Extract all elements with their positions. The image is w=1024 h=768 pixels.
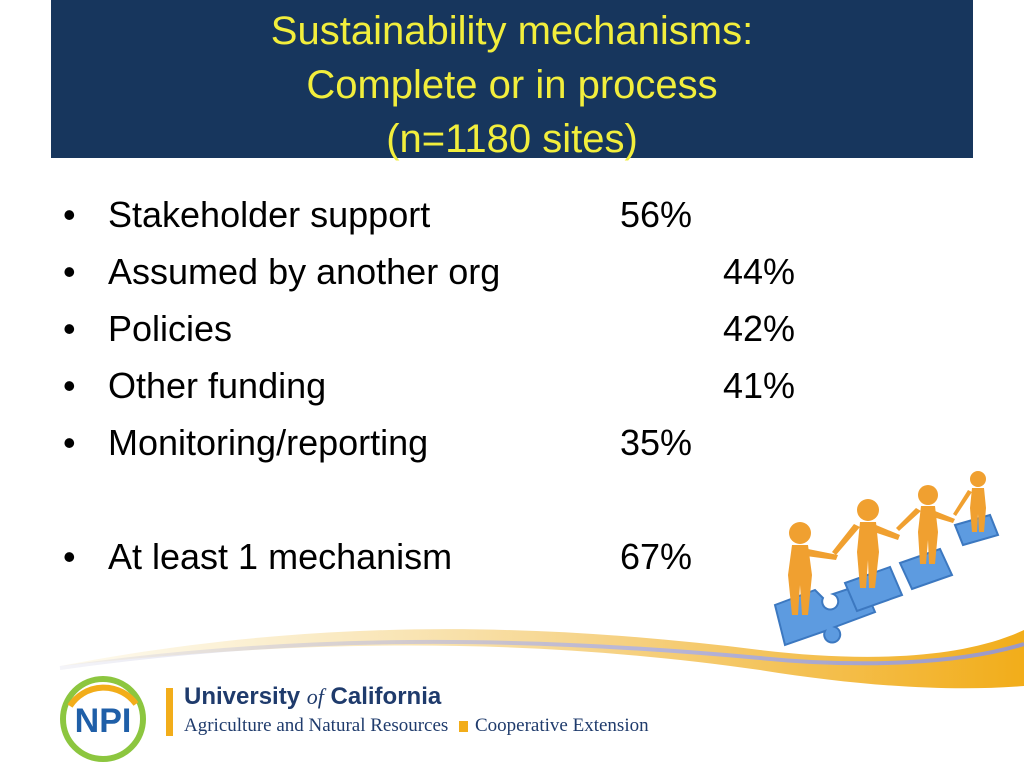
coop-ext-text: Cooperative Extension xyxy=(475,715,649,736)
people-puzzle-illustration xyxy=(773,471,1000,647)
uc-subtitle: Agriculture and Natural Resources xyxy=(184,715,449,736)
bullet-icon: • xyxy=(63,365,76,406)
uc-name-part2: California xyxy=(330,683,442,710)
item-label: Other funding xyxy=(108,365,327,406)
uc-name-of: of xyxy=(306,684,324,709)
item-label: Policies xyxy=(108,308,233,349)
title-banner: Sustainability mechanisms: Complete or i… xyxy=(51,0,973,161)
item-label: Stakeholder support xyxy=(108,194,431,235)
bullet-icon: • xyxy=(63,536,76,577)
logo-text: NPI xyxy=(75,702,132,740)
uc-name: University of California xyxy=(184,683,441,711)
title-line-2: Complete or in process xyxy=(306,63,718,107)
title-line-1: Sustainability mechanisms: xyxy=(270,9,754,53)
item-label: Monitoring/reporting xyxy=(108,422,429,463)
item-value: 42% xyxy=(723,308,796,349)
item-value: 41% xyxy=(723,365,796,406)
item-value: 56% xyxy=(620,194,693,235)
list-item: • Other funding 41% xyxy=(0,361,1024,411)
list-item: • Policies 42% xyxy=(0,304,1024,354)
list-item: • Stakeholder support 56% xyxy=(0,190,1024,240)
bullet-list: • Stakeholder support 56% • Assumed by a… xyxy=(0,190,1024,582)
coop-ext-marker xyxy=(459,721,468,732)
uc-accent-bar xyxy=(166,688,173,736)
decorative-swoosh xyxy=(59,629,1024,689)
bullet-icon: • xyxy=(63,422,76,463)
item-value: 35% xyxy=(620,422,693,463)
list-item: • At least 1 mechanism 67% xyxy=(0,532,1024,582)
list-item: • Monitoring/reporting 35% xyxy=(0,418,1024,468)
item-value: 67% xyxy=(620,536,693,577)
item-label: At least 1 mechanism xyxy=(108,536,453,577)
npi-logo-icon: NPI xyxy=(60,676,146,762)
bullet-icon: • xyxy=(63,251,76,292)
bullet-icon: • xyxy=(63,194,76,235)
item-label: Assumed by another org xyxy=(108,251,501,292)
uc-name-part1: University xyxy=(184,683,301,710)
item-value: 44% xyxy=(723,251,796,292)
list-item: • Assumed by another org 44% xyxy=(0,247,1024,297)
slide-title: Sustainability mechanisms: Complete or i… xyxy=(51,4,973,166)
bullet-icon: • xyxy=(63,308,76,349)
title-line-3: (n=1180 sites) xyxy=(386,117,638,161)
